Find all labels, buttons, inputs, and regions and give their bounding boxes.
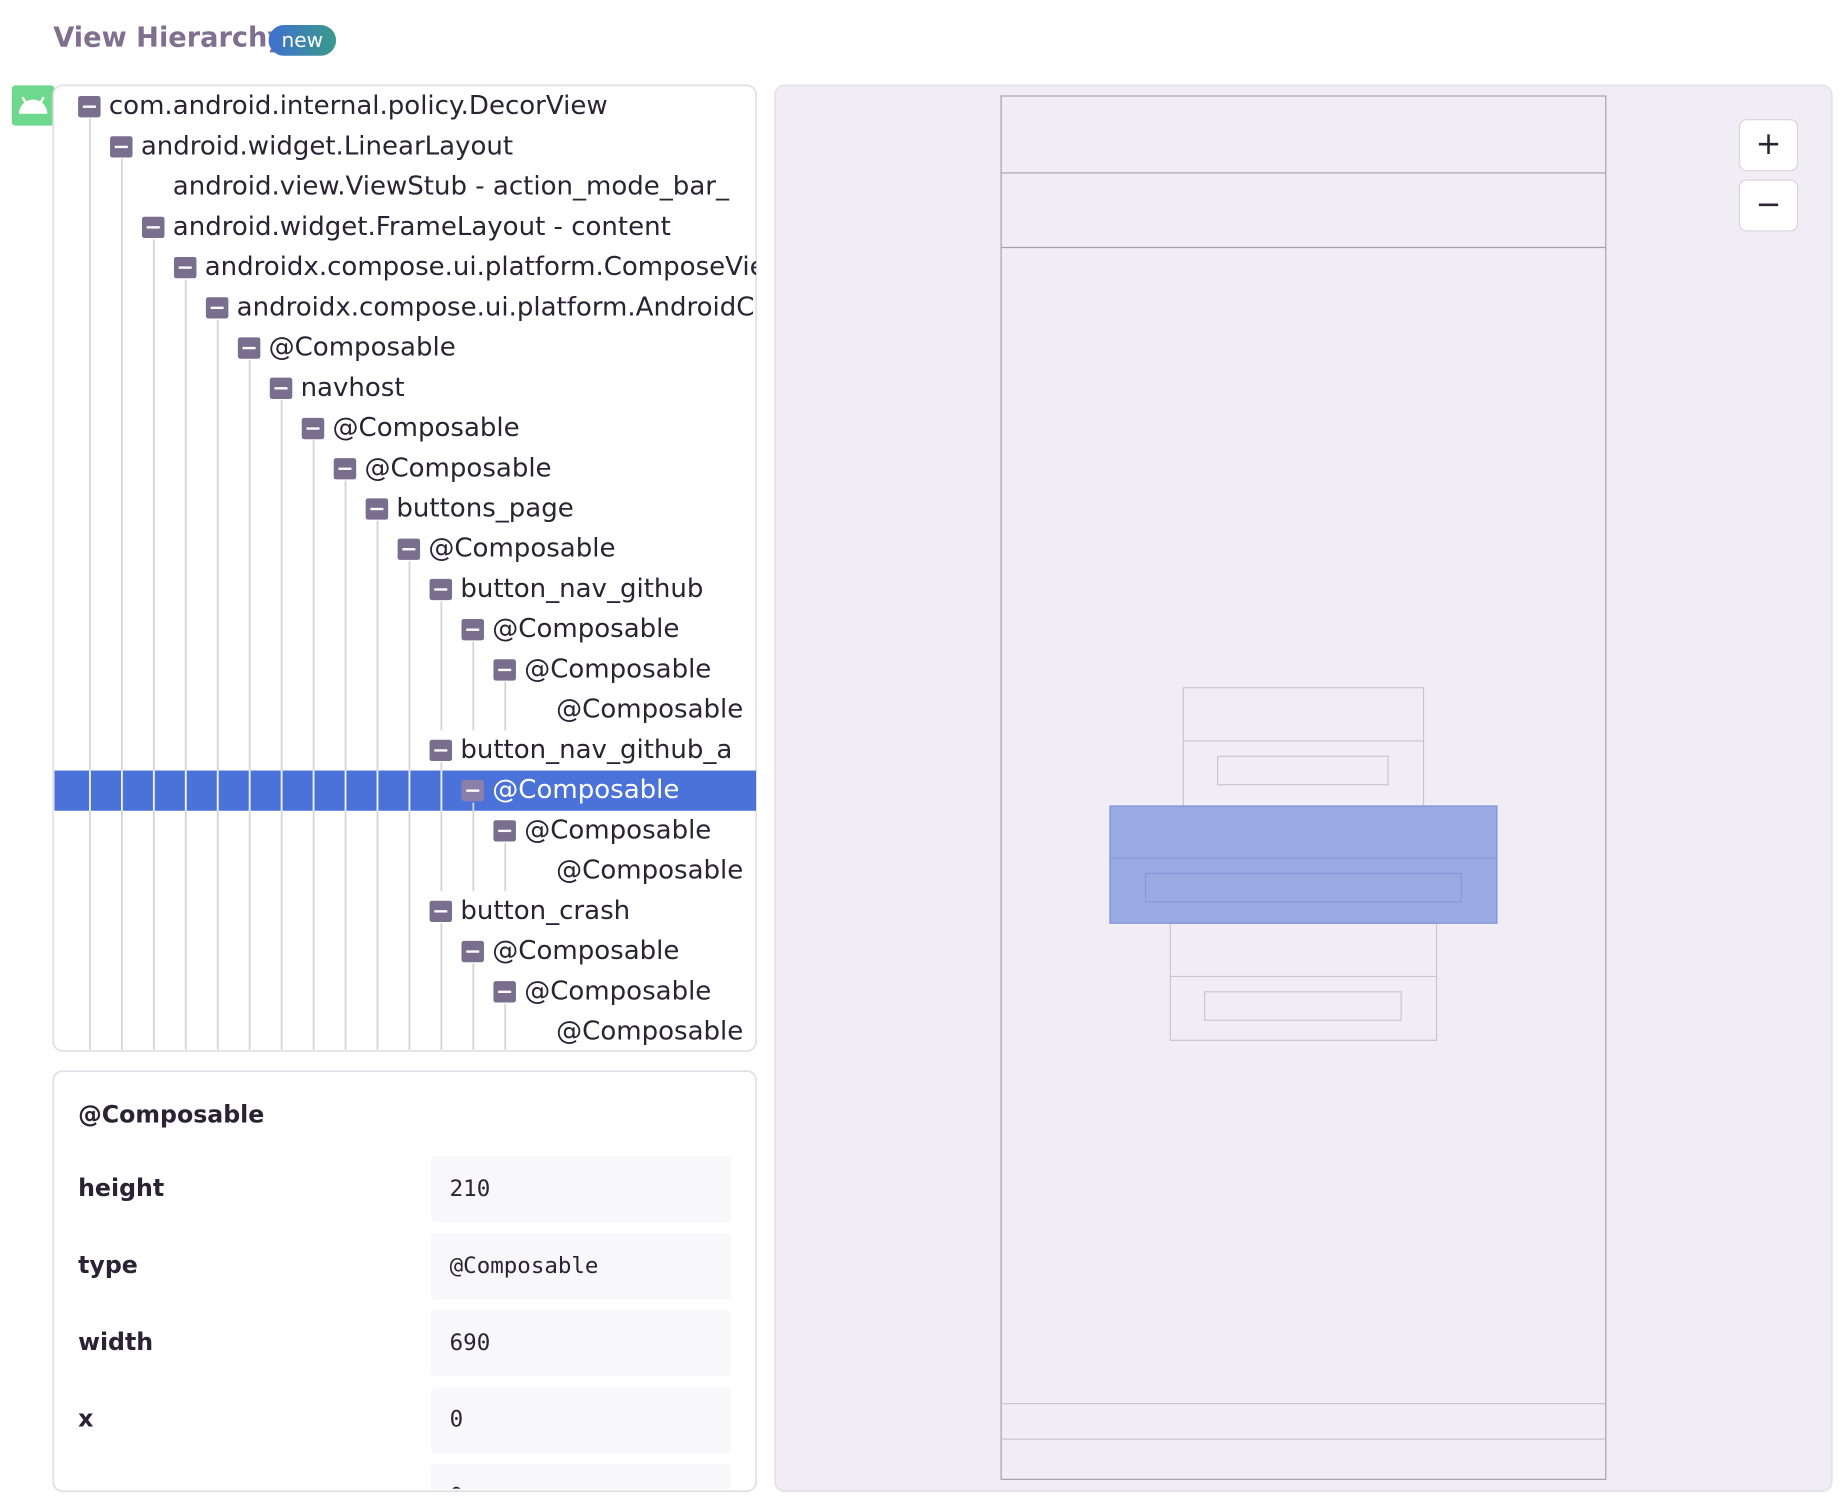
tree-node-label[interactable]: @Composable (269, 333, 456, 363)
property-value-box (430, 1387, 732, 1454)
android-icon (11, 85, 55, 126)
property-value: 690 (450, 1330, 491, 1356)
property-key: width (78, 1328, 153, 1356)
tree-node-label[interactable]: button_crash (460, 896, 630, 926)
tree: com.android.internal.policy.DecorView and… (54, 91, 766, 1050)
tree-node-label[interactable]: @Composable (428, 534, 615, 564)
tree-node-label[interactable]: androidx.compose.ui.platform.AndroidC (237, 292, 755, 322)
property-key: type (78, 1251, 138, 1279)
property-value: 210 (450, 1176, 491, 1202)
section-title: View Hierarchy (53, 23, 285, 54)
property-value-box (430, 1233, 732, 1300)
tree-node-label[interactable]: buttons_page (396, 494, 573, 524)
tree-node-label[interactable]: @Composable (492, 614, 679, 644)
tree-node-label[interactable]: @Composable (492, 936, 679, 966)
zoom-out-icon[interactable]: − (1756, 187, 1782, 223)
tree-node-label[interactable]: button_nav_github_a (460, 735, 732, 765)
tree-node-label[interactable]: button_nav_github (460, 574, 703, 604)
preview-panel (774, 84, 1833, 1493)
tree-node-label[interactable]: com.android.internal.policy.DecorView (109, 91, 608, 121)
zoom-in-button[interactable] (1738, 119, 1799, 172)
tree-node-label[interactable]: @Composable (492, 775, 679, 805)
tree-node-label[interactable]: @Composable (524, 976, 711, 1006)
tree-node-label[interactable]: android.widget.FrameLayout - content (173, 212, 671, 242)
badge-text: new (282, 28, 324, 52)
tree-node-label[interactable]: navhost (301, 373, 405, 403)
zoom-out-button[interactable] (1738, 179, 1799, 232)
badge (268, 25, 337, 56)
property-value: 0 (450, 1484, 464, 1502)
details: @Composable height 210 type @Composable widt… (78, 1101, 732, 1502)
tree-node-label[interactable]: @Composable (333, 413, 520, 443)
tree-node-label[interactable]: android.widget.LinearLayout (141, 131, 513, 161)
tree-node-label[interactable]: androidx.compose.ui.platform.ComposeVie (205, 252, 766, 282)
selected-row[interactable] (54, 770, 757, 811)
details-title: @Composable (78, 1101, 264, 1129)
tree-node-label[interactable]: @Composable (364, 453, 551, 483)
tree-node-label[interactable]: @Composable (556, 695, 743, 725)
property-value-box (430, 1156, 732, 1223)
property-key: height (78, 1174, 164, 1202)
tree-node-label[interactable]: @Composable (556, 856, 743, 886)
tree-node-label[interactable]: @Composable (524, 654, 711, 684)
property-value: @Composable (450, 1253, 599, 1279)
zoom-in-icon[interactable]: + (1756, 126, 1782, 162)
property-key: x (78, 1405, 93, 1433)
property-value: 0 (450, 1407, 464, 1433)
tree-node-label[interactable]: @Composable (524, 815, 711, 845)
tree-node-label[interactable]: @Composable (556, 1017, 743, 1047)
property-value-box (430, 1463, 732, 1489)
wireframe (1000, 95, 1607, 1480)
property-value-box (430, 1310, 732, 1377)
tree-node-label[interactable]: android.view.ViewStub - action_mode_bar_ (173, 172, 730, 202)
